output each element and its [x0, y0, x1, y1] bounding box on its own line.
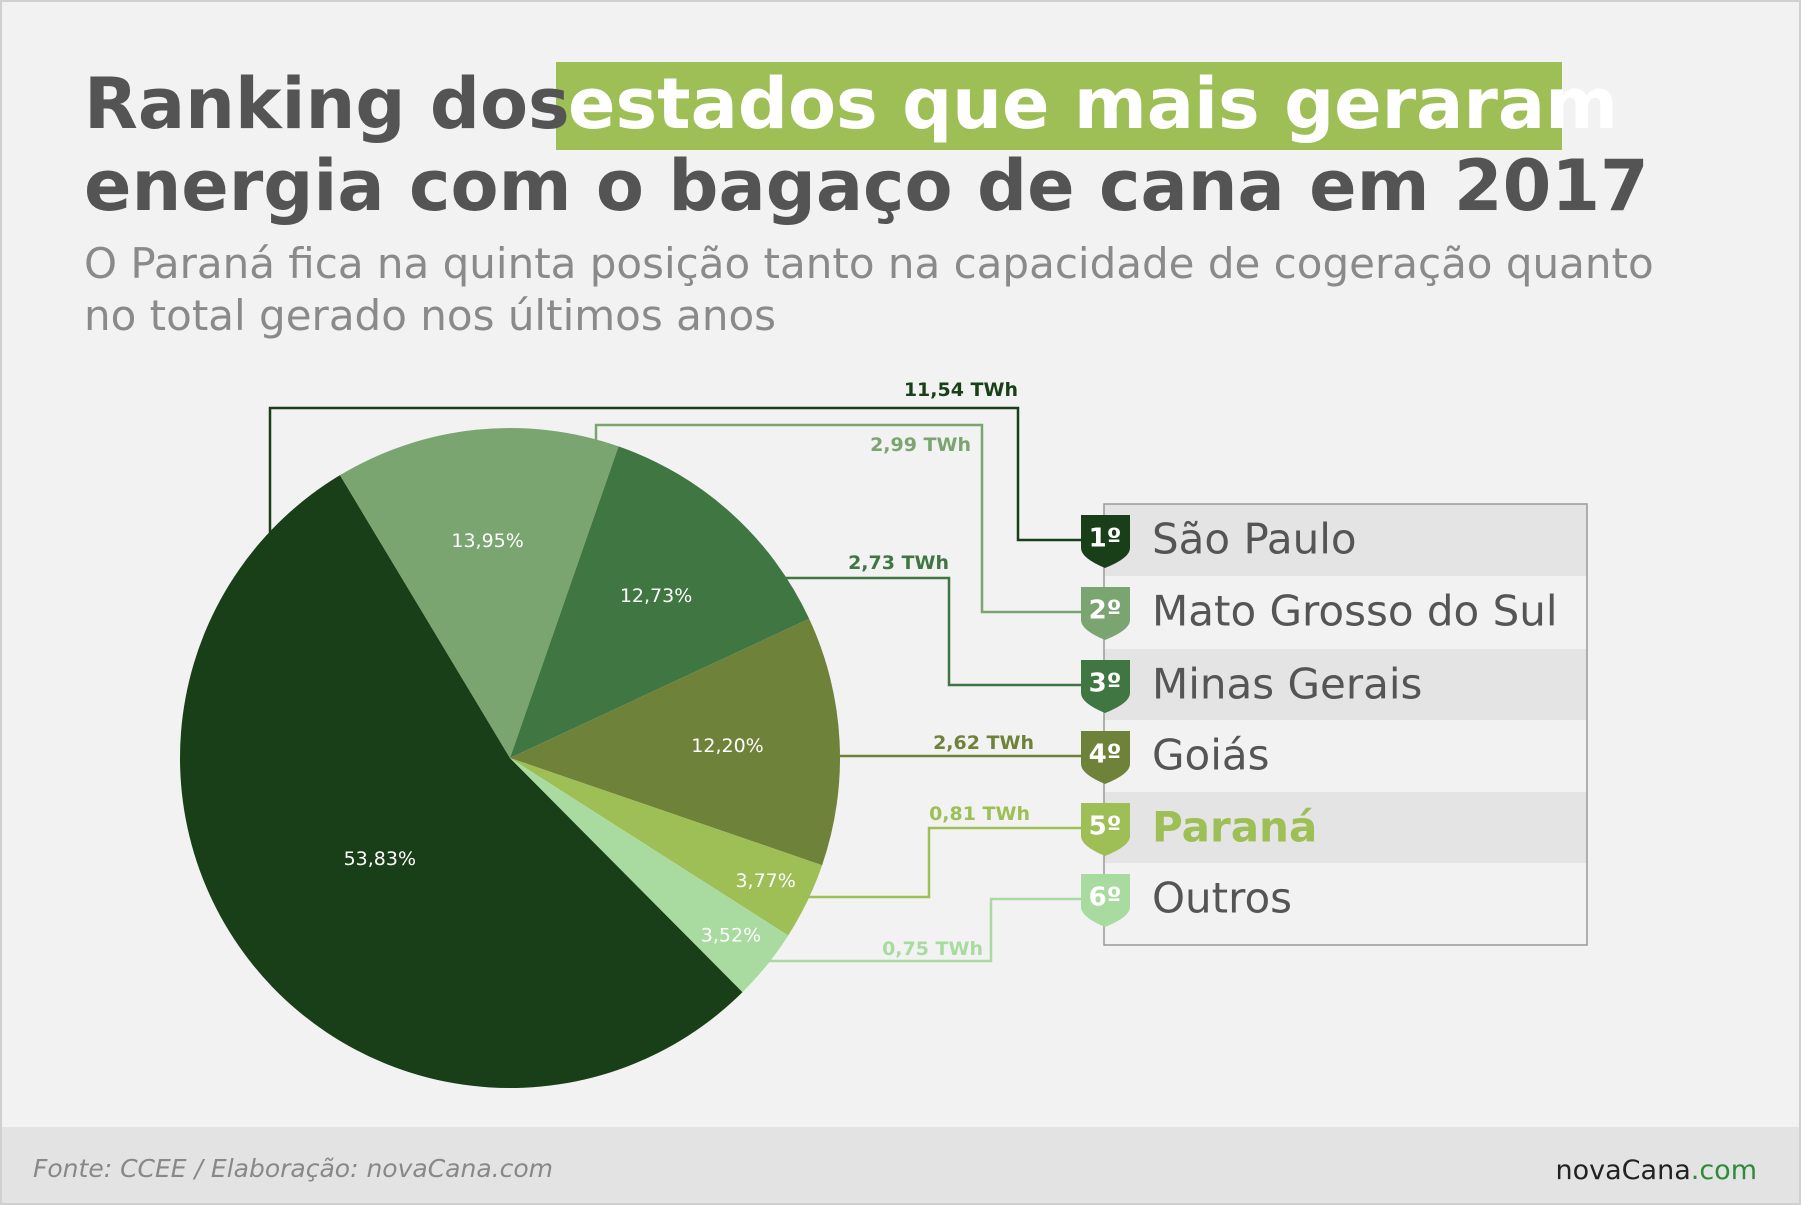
legend-row — [1104, 792, 1587, 864]
pie-label: 13,95% — [451, 530, 523, 552]
chart-subtitle: no total gerado nos últimos anos — [84, 291, 776, 340]
legend-label: Minas Gerais — [1152, 660, 1422, 709]
pie-label: 3,77% — [735, 870, 795, 892]
logo-name: novaCana — [1556, 1155, 1691, 1186]
logo: novaCana.com — [1556, 1155, 1757, 1186]
legend-row — [1104, 504, 1587, 576]
legend-row — [1104, 863, 1587, 935]
rank-badge — [1081, 660, 1130, 713]
leader-line — [804, 826, 1081, 899]
rank-label: 2º — [1089, 596, 1122, 626]
rank-badge — [1081, 803, 1130, 856]
rank-label: 5º — [1089, 812, 1122, 842]
pie-slice — [179, 475, 743, 1088]
pie-slice — [339, 428, 619, 758]
legend-label: Outros — [1152, 874, 1292, 923]
leader-line — [268, 406, 1081, 542]
rank-badge — [1081, 874, 1130, 927]
rank-badge — [1081, 515, 1130, 568]
pie-slice — [510, 758, 789, 993]
pie-label: 53,83% — [344, 848, 416, 870]
chart-title: Ranking dos — [84, 63, 570, 145]
legend-row — [1104, 576, 1587, 648]
legend-label: Paraná — [1152, 803, 1317, 852]
rank-label: 4º — [1089, 740, 1122, 770]
legend-label: Mato Grosso do Sul — [1152, 587, 1558, 636]
energy-label: 0,75 TWh — [882, 938, 983, 960]
energy-label: 2,99 TWh — [870, 434, 971, 456]
pie-slice — [510, 446, 810, 758]
legend-row — [1104, 720, 1587, 792]
chart-title: energia com o bagaço de cana em 2017 — [84, 145, 1649, 227]
leader-line — [594, 423, 1081, 614]
energy-label: 0,81 TWh — [929, 803, 1030, 825]
footer — [2, 1127, 1799, 1203]
energy-label: 2,62 TWh — [933, 732, 1034, 754]
rank-label: 6º — [1089, 883, 1122, 913]
energy-label: 2,73 TWh — [848, 552, 949, 574]
rank-badge — [1081, 731, 1130, 784]
legend-label: São Paulo — [1152, 515, 1357, 564]
pie-label: 12,20% — [691, 735, 763, 757]
rank-badge — [1081, 587, 1130, 640]
legend-label: Goiás — [1152, 731, 1270, 780]
leader-line — [764, 897, 1081, 963]
title-highlight-box — [556, 62, 1562, 150]
source: Fonte: CCEE / Elaboração: novaCana.com — [33, 1154, 553, 1183]
energy-label: 11,54 TWh — [904, 379, 1018, 401]
logo-suffix: .com — [1691, 1155, 1757, 1186]
chart-title: estados que mais geraram — [568, 63, 1618, 145]
legend-row — [1104, 649, 1587, 721]
pie-slice — [510, 618, 840, 866]
pie-slice — [510, 758, 823, 936]
legend-border — [1103, 503, 1588, 946]
rank-label: 3º — [1089, 669, 1122, 699]
legend — [1104, 504, 1587, 935]
leader-line — [781, 576, 1081, 687]
pie-label: 12,73% — [620, 585, 692, 607]
rank-label: 1º — [1089, 524, 1122, 554]
chart-subtitle: O Paraná fica na quinta posição tanto na… — [84, 239, 1654, 288]
pie-label: 3,52% — [701, 925, 761, 947]
